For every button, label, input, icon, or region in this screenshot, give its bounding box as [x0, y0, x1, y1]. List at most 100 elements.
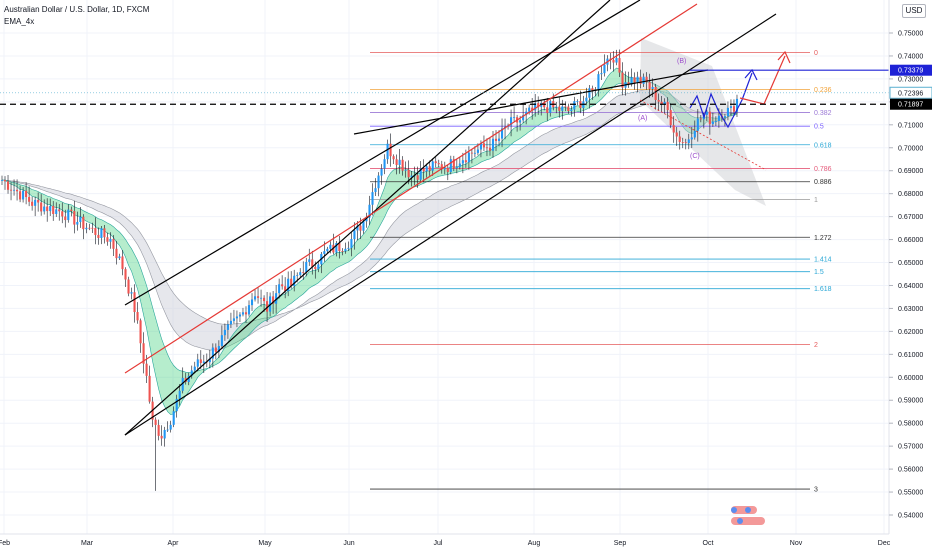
candle-body [284, 286, 287, 292]
candle-body [434, 161, 437, 164]
legend-indicator[interactable]: EMA_4x [4, 17, 35, 26]
candle-body [353, 230, 356, 240]
candle-body [64, 216, 67, 221]
candle-body [648, 82, 651, 89]
y-tick-label: 0.71000 [898, 122, 923, 129]
candle-body [654, 86, 657, 100]
candle-body [362, 221, 365, 231]
candle-body [232, 318, 235, 321]
y-tick-label: 0.68000 [898, 191, 923, 198]
candle-body [419, 168, 422, 180]
candle-body [178, 390, 181, 399]
candle-body [630, 77, 633, 85]
flag-icon[interactable] [745, 507, 751, 513]
candle-body [476, 149, 479, 153]
candle-body [112, 238, 115, 249]
fib-level-label: 3 [814, 487, 818, 494]
candle-body [380, 168, 383, 176]
candle-body [398, 159, 401, 165]
candle-body [437, 163, 440, 165]
candle-body [142, 343, 145, 364]
candle-body [9, 189, 13, 191]
candle-body [58, 209, 61, 212]
channel-top-line [124, 0, 641, 306]
currency-button[interactable]: USD [902, 4, 926, 18]
candle-body [621, 72, 624, 88]
y-tick-label: 0.67000 [898, 214, 923, 221]
candle-body [597, 74, 600, 90]
flag-icon[interactable] [731, 507, 737, 513]
event-icons[interactable] [731, 506, 765, 525]
time-axis[interactable]: Feb Mar Apr May Jun Jul Aug Sep Oct Nov Dec [0, 540, 891, 547]
candle-body [401, 159, 404, 171]
candle-body [12, 189, 16, 191]
candle-body [266, 301, 269, 312]
event-icon[interactable] [731, 517, 765, 525]
fib-level-label: 0.886 [814, 179, 832, 186]
candle-body [244, 312, 248, 315]
chart-legend: Australian Dollar / U.S. Dollar, 1D, FXC… [4, 4, 149, 28]
candle-body [130, 292, 133, 294]
candle-body [97, 234, 100, 238]
candle-body [519, 120, 522, 123]
candle-body [567, 106, 570, 112]
candle-body [121, 256, 124, 270]
candle-body [558, 106, 561, 111]
wave-label: (C) [690, 153, 700, 160]
flag-icon[interactable] [737, 518, 743, 524]
candle-body [458, 163, 461, 167]
candle-body [726, 107, 730, 117]
trend-drawings: (B) (A) (C) [124, 0, 791, 436]
candle-body [522, 115, 525, 121]
y-tick-label: 0.61000 [898, 352, 923, 359]
candle-body [163, 429, 166, 439]
candle-body [404, 169, 407, 171]
candle-body [106, 237, 109, 242]
candle-body [690, 137, 693, 140]
candle-body [464, 160, 467, 163]
candle-body [154, 419, 157, 425]
candle-body [452, 159, 455, 169]
x-tick-label: Feb [0, 540, 10, 547]
candle-body [220, 335, 223, 347]
candle-body [386, 143, 389, 160]
y-tick-label: 0.58000 [898, 421, 923, 428]
candle-body [139, 320, 142, 344]
fib-level-label: 2 [814, 342, 818, 349]
candle-body [335, 243, 338, 253]
y-tick-label: 0.69000 [898, 168, 923, 175]
candle-body [549, 101, 552, 113]
candle-body [600, 73, 603, 75]
candle-body [365, 217, 368, 222]
candle-body [341, 251, 344, 252]
candle-body [410, 175, 413, 178]
candle-body [136, 312, 139, 321]
red-arrow-head [777, 50, 791, 64]
candle-body [109, 238, 112, 242]
candle-body [591, 88, 594, 91]
candle-body [485, 147, 489, 149]
event-icon[interactable] [731, 506, 757, 514]
candle-body [371, 192, 374, 205]
candle-body [488, 147, 492, 151]
candle-body [636, 76, 639, 83]
y-tick-label: 0.73000 [898, 76, 923, 83]
candle-body [639, 76, 642, 84]
candle-body [253, 296, 257, 300]
candle-body [543, 103, 546, 108]
candle-body [627, 82, 630, 85]
y-tick-label: 0.56000 [898, 467, 923, 474]
price-tag-label: 0.73379 [898, 68, 923, 75]
candle-body [314, 266, 317, 270]
candle-body [175, 398, 178, 412]
legend-symbol[interactable]: Australian Dollar / U.S. Dollar, 1D, FXC… [4, 5, 150, 14]
candle-body [615, 58, 618, 63]
candle-body [576, 101, 579, 102]
candle-body [67, 209, 70, 221]
candle-body [238, 314, 242, 317]
candle-body [395, 159, 398, 165]
candle-body [494, 138, 498, 141]
candle-body [537, 103, 540, 107]
candle-body [208, 358, 211, 363]
